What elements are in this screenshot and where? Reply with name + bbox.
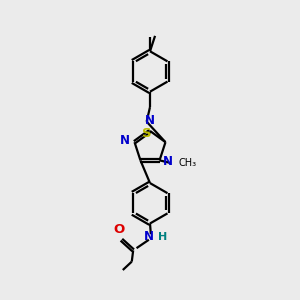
- Text: N: N: [120, 134, 130, 147]
- Text: CH₃: CH₃: [178, 158, 196, 168]
- Text: N: N: [144, 230, 154, 243]
- Text: N: N: [163, 155, 173, 168]
- Text: H: H: [158, 232, 168, 242]
- Text: N: N: [145, 114, 155, 127]
- Text: O: O: [114, 223, 125, 236]
- Text: S: S: [142, 127, 152, 140]
